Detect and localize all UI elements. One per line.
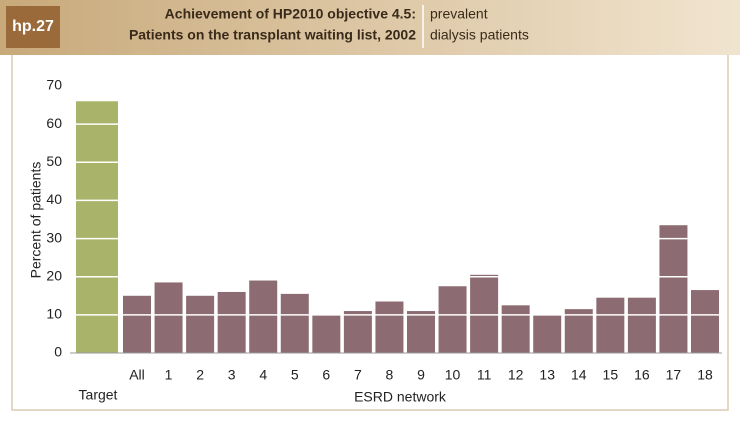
bar <box>123 295 151 353</box>
bar <box>280 293 309 353</box>
bar <box>186 295 215 353</box>
bar <box>407 311 435 353</box>
x-tick-label: 11 <box>477 367 492 383</box>
x-tick-label: 6 <box>322 367 330 383</box>
bar <box>312 314 341 353</box>
bar <box>596 297 625 353</box>
bar <box>659 225 688 353</box>
y-tick-label: 20 <box>46 267 62 283</box>
x-tick-label: All <box>129 367 145 383</box>
x-tick-label: 9 <box>417 367 425 383</box>
bar <box>470 274 499 353</box>
bar <box>76 101 118 353</box>
x-tick-label: 18 <box>697 367 713 383</box>
bar <box>501 305 530 353</box>
x-tick-label: 5 <box>291 367 299 383</box>
y-tick-label: 70 <box>46 77 62 93</box>
y-axis-label: Percent of patients <box>28 162 44 279</box>
x-tick-label: 13 <box>539 367 555 383</box>
y-tick-label: 50 <box>46 153 62 169</box>
bar <box>438 286 467 353</box>
x-tick-label: 3 <box>228 367 236 383</box>
figure-badge <box>6 6 60 48</box>
header-band <box>0 0 740 55</box>
title-line: Patients on the transplant waiting list,… <box>129 27 416 43</box>
y-tick-label: 0 <box>54 344 62 360</box>
x-tick-label: 16 <box>634 367 650 383</box>
bar <box>691 290 719 353</box>
x-tick-label: Target <box>79 387 118 403</box>
bar <box>627 297 656 353</box>
title-line: Achievement of HP2010 objective 4.5: <box>165 6 416 22</box>
x-tick-label: 7 <box>354 367 362 383</box>
x-axis-label: ESRD network <box>354 389 447 405</box>
bar <box>217 291 246 353</box>
panel-frame <box>11 55 729 411</box>
y-tick-label: 60 <box>46 115 62 131</box>
x-tick-label: 12 <box>508 367 524 383</box>
bar <box>154 282 183 353</box>
x-tick-label: 14 <box>571 367 587 383</box>
bar <box>249 280 278 353</box>
subtitle-line: prevalent <box>430 6 488 22</box>
x-tick-label: 10 <box>445 367 461 383</box>
subtitle-line: dialysis patients <box>430 27 529 43</box>
x-tick-label: 15 <box>603 367 619 383</box>
figure-label: hp.27 <box>12 18 54 35</box>
y-tick-label: 30 <box>46 229 62 245</box>
bar <box>343 311 372 353</box>
y-tick-label: 40 <box>46 191 62 207</box>
x-tick-label: 4 <box>259 367 267 383</box>
bar <box>375 301 404 353</box>
x-tick-label: 8 <box>386 367 394 383</box>
bar <box>533 314 562 353</box>
bar <box>564 309 593 353</box>
x-tick-label: 2 <box>196 367 204 383</box>
y-tick-label: 10 <box>46 306 62 322</box>
x-tick-label: 1 <box>165 367 173 383</box>
x-tick-label: 17 <box>666 367 682 383</box>
